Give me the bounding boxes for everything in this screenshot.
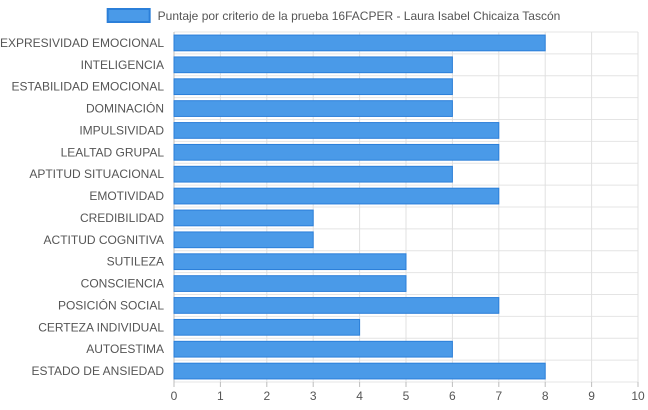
bar[interactable] [173, 56, 453, 74]
category-label: ACTITUD COGNITIVA [44, 233, 164, 247]
category-label: CERTEZA INDIVIDUAL [38, 320, 164, 334]
x-tick-label: 3 [310, 389, 317, 403]
legend-swatch[interactable] [106, 8, 151, 23]
bar[interactable] [173, 100, 453, 117]
category-label: DOMINACIÓN [86, 101, 164, 116]
x-axis-tick-labels: 0 1 2 3 4 5 6 7 8 9 10 [171, 389, 645, 403]
bar[interactable] [173, 187, 500, 205]
category-label: CREDIBILIDAD [80, 211, 164, 225]
category-label: EXPRESIVIDAD EMOCIONAL [0, 36, 164, 50]
category-label: INTELIGENCIA [81, 58, 164, 72]
x-tick-label: 9 [588, 389, 595, 403]
bar[interactable] [173, 253, 407, 271]
legend[interactable]: Puntaje por criterio de la prueba 16FACP… [106, 8, 561, 23]
bar[interactable] [173, 362, 546, 380]
bar[interactable] [173, 318, 361, 336]
category-label: ESTABILIDAD EMOCIONAL [12, 80, 165, 94]
x-tick-label: 10 [631, 389, 645, 403]
category-labels: EXPRESIVIDAD EMOCIONAL INTELIGENCIA ESTABI… [0, 36, 164, 378]
bar[interactable] [173, 143, 500, 161]
bar[interactable] [173, 34, 546, 52]
bar[interactable] [173, 165, 453, 183]
bar[interactable] [173, 209, 314, 227]
category-label: APTITUD SITUACIONAL [29, 167, 164, 181]
category-label: SUTILEZA [107, 255, 164, 269]
bars [173, 34, 546, 380]
x-tick-label: 2 [263, 389, 270, 403]
bar[interactable] [173, 78, 453, 96]
bar[interactable] [173, 297, 500, 314]
category-label: POSICIÓN SOCIAL [58, 297, 164, 312]
x-tick-label: 4 [356, 389, 363, 403]
category-label: CONSCIENCIA [81, 277, 164, 291]
legend-label[interactable]: Puntaje por criterio de la prueba 16FACP… [158, 9, 561, 23]
x-tick-label: 0 [171, 389, 178, 403]
category-label: EMOTIVIDAD [89, 189, 164, 203]
category-label: LEALTAD GRUPAL [61, 145, 165, 159]
x-tick-label: 6 [449, 389, 456, 403]
bar[interactable] [173, 275, 407, 292]
category-label: AUTOESTIMA [86, 342, 164, 356]
x-tick-label: 7 [495, 389, 502, 403]
bar[interactable] [173, 122, 500, 139]
x-tick-label: 5 [403, 389, 410, 403]
x-tick-label: 8 [542, 389, 549, 403]
category-label: ESTADO DE ANSIEDAD [32, 364, 165, 378]
x-tick-label: 1 [217, 389, 224, 403]
bar[interactable] [173, 340, 453, 358]
category-label: IMPULSIVIDAD [79, 123, 164, 137]
bar[interactable] [173, 231, 314, 249]
